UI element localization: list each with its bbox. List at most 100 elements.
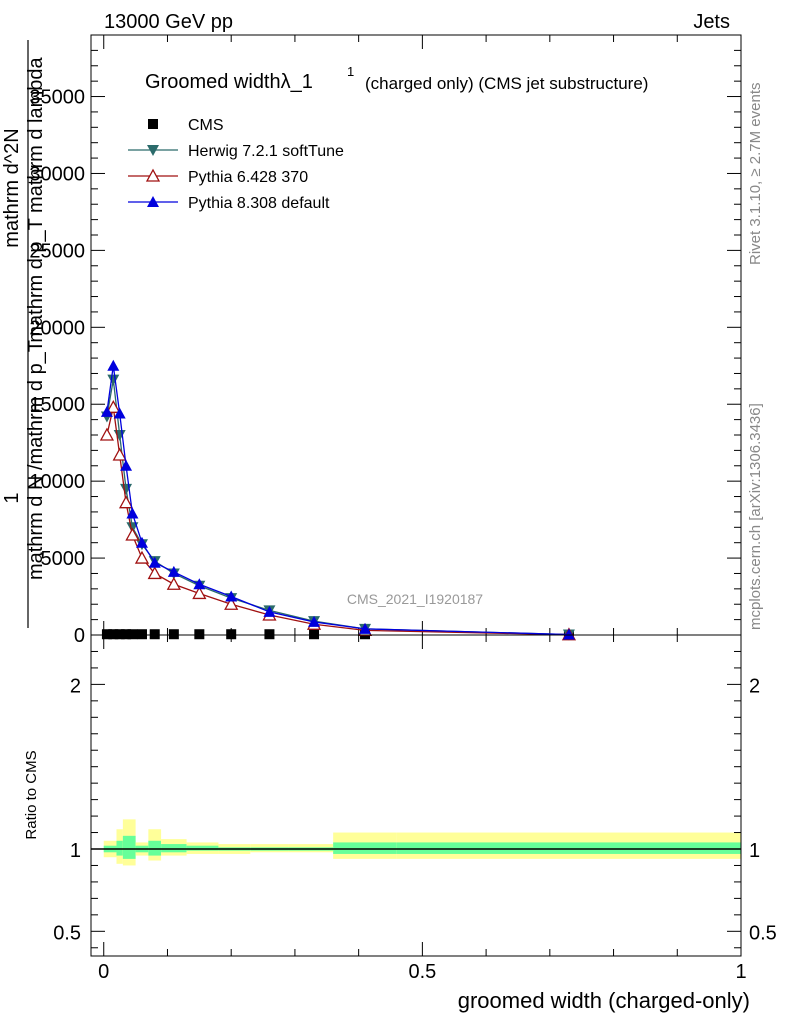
legend-label: Pythia 6.428 370 <box>188 169 308 186</box>
herwig-data-point <box>107 374 120 386</box>
y-tick-label: 0 <box>74 625 85 647</box>
pythia6-data-point <box>166 576 181 590</box>
cms-data-point <box>149 629 160 640</box>
cms-data-point <box>108 629 119 640</box>
ratio-tick-label-right: 1 <box>749 840 760 862</box>
cms-data-point <box>148 119 158 129</box>
pythia6-data-point <box>99 427 115 441</box>
main-axis-ticks: 0 5000 10000 15000 20000 25000 30000 35000 <box>29 34 742 647</box>
title-tail: (charged only) (CMS jet substructure) <box>365 74 648 93</box>
main-series <box>99 359 577 641</box>
pythia8-series-line <box>106 365 569 636</box>
pythia8-data-point <box>263 605 276 617</box>
ylabel-one: 1 <box>1 492 23 503</box>
y-tick-label: 20000 <box>29 317 85 339</box>
pythia6-series-line <box>106 407 569 636</box>
pythia8-data-point <box>359 622 372 634</box>
main-plot: 0 5000 10000 15000 20000 25000 30000 35000 <box>29 34 742 647</box>
rivet-label: Rivet 3.1.10, ≥ 2.7M events <box>747 83 764 266</box>
x-axis-label: groomed width (charged-only) <box>458 988 750 1013</box>
header-jets: Jets <box>693 11 730 33</box>
pythia6-data-point <box>147 566 162 580</box>
pythia6-data-point <box>106 399 121 413</box>
ylabel-numerator: mathrm d^2N <box>1 128 23 247</box>
title-main: Groomed widthλ_1 <box>145 71 313 93</box>
pythia6-data-point <box>224 596 239 610</box>
title-superscript: 1 <box>347 64 354 79</box>
pythia8-data-point <box>167 565 180 577</box>
pythia8-data-point <box>126 507 139 519</box>
ratio-tick-label-right: 0.5 <box>749 922 777 944</box>
x-tick-label: 0.5 <box>408 961 436 983</box>
ratio-axis-ticks: 0.5 0.51 12 20 0.5 1 <box>53 635 777 983</box>
cms-data-point <box>121 629 132 640</box>
y-tick-label: 30000 <box>29 163 85 185</box>
legend-item: CMS <box>148 117 224 134</box>
y-tick-label: 15000 <box>29 394 85 416</box>
pythia6-data-point <box>125 527 140 541</box>
pythia8-data-point <box>100 405 113 417</box>
cms-series <box>101 629 574 640</box>
ratio-tick-label-left: 2 <box>70 675 81 697</box>
ratio-band-inner <box>148 840 162 856</box>
pythia8-data-point <box>120 459 133 471</box>
y-tick-label: 25000 <box>29 240 85 262</box>
herwig-series <box>100 374 575 641</box>
ratio-band-inner <box>116 840 123 856</box>
legend-item: Herwig 7.2.1 softTune <box>128 143 344 160</box>
ratio-band-inner <box>161 844 187 853</box>
legend-label: CMS <box>188 117 224 134</box>
pythia8-data-point <box>193 578 206 590</box>
y-tick-label: 35000 <box>29 87 85 109</box>
pythia6-data-point <box>118 495 134 509</box>
herwig-series-line <box>106 379 569 636</box>
pythia8-series <box>100 359 575 640</box>
legend-label: Herwig 7.2.1 softTune <box>188 143 344 160</box>
y-tick-label: 5000 <box>41 548 86 570</box>
ratio-uncertainty-band <box>91 819 741 866</box>
main-ylabel: 1 mathrm d N /mathrm d p_T mathrm d^2N m… <box>1 40 47 628</box>
ratio-plot-frame <box>90 634 742 957</box>
legend-item: Pythia 8.308 default <box>128 195 330 212</box>
pythia6-data-point <box>192 586 207 600</box>
cms-data-point <box>127 629 138 640</box>
x-tick-label: 1 <box>735 961 746 983</box>
pythia6-data-point <box>145 168 161 182</box>
cms-data-point <box>136 629 147 640</box>
ratio-band-inner <box>396 842 741 854</box>
pythia6-data-point <box>112 447 127 461</box>
y-tick-label: 10000 <box>29 471 85 493</box>
legend-item: Pythia 6.428 370 <box>128 168 308 186</box>
pythia8-data-point <box>562 628 575 640</box>
pythia6-series <box>99 399 577 641</box>
ratio-tick-label-left: 1 <box>70 840 81 862</box>
legend-label: Pythia 8.308 default <box>188 195 330 212</box>
cms-data-point <box>194 629 205 640</box>
herwig-data-point <box>147 145 159 156</box>
x-tick-label: 0 <box>98 961 109 983</box>
ratio-plot: 0.5 0.51 12 20 0.5 1 <box>53 634 777 983</box>
pythia8-data-point <box>113 407 126 419</box>
cms-data-point <box>101 629 112 640</box>
ratio-tick-label-right: 2 <box>749 675 760 697</box>
legend: CMS Herwig 7.2.1 softTune Pythia 6.428 370… <box>128 117 344 212</box>
pythia6-data-point <box>134 550 150 564</box>
analysis-watermark: CMS_2021_I1920187 <box>347 591 483 607</box>
cms-data-point <box>168 629 179 640</box>
cms-data-point <box>226 629 237 640</box>
pythia8-data-point <box>148 556 161 568</box>
cms-data-point <box>114 629 125 640</box>
ratio-band-inner <box>122 835 136 859</box>
ylabel-denominator: mathrm d N /mathrm d p_T <box>25 340 47 580</box>
pythia8-data-point <box>147 196 159 207</box>
ratio-tick-label-left: 0.5 <box>53 922 81 944</box>
cms-data-point <box>309 629 320 640</box>
cms-data-point <box>264 629 275 640</box>
pythia8-data-point <box>308 615 321 627</box>
ratio-ylabel: Ratio to CMS <box>23 750 40 839</box>
pythia8-data-point <box>135 536 148 548</box>
pythia8-data-point <box>107 359 120 371</box>
ratio-band-inner <box>333 842 397 854</box>
herwig-data-point <box>113 430 126 441</box>
